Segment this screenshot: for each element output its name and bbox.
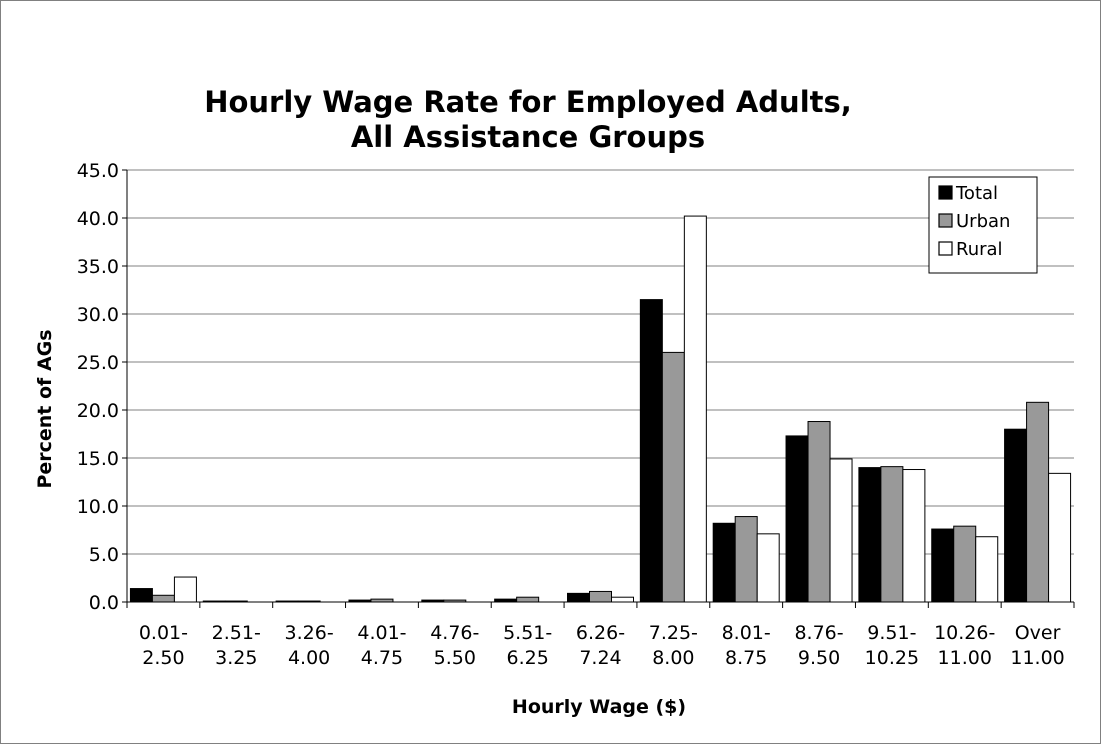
x-tick-label: 6.26- — [576, 622, 625, 644]
y-tick-label: 35.0 — [77, 256, 119, 278]
legend-label-urban: Urban — [956, 211, 1010, 232]
bar-urban — [880, 466, 904, 603]
bar-rural — [683, 215, 707, 603]
legend-label-total: Total — [955, 183, 998, 204]
chart-title: Hourly Wage Rate for Employed Adults,All… — [204, 85, 852, 154]
x-tick-label: 10.26- — [934, 622, 995, 644]
x-tick-label: 5.50 — [434, 647, 476, 669]
legend: Total Urban Rural — [928, 176, 1038, 274]
bar-urban — [1026, 401, 1050, 603]
x-tick-label: 5.51- — [503, 622, 552, 644]
bar-total — [639, 299, 663, 603]
bar-urban — [151, 594, 175, 603]
x-tick-label: 8.01- — [722, 622, 771, 644]
y-tick-label: 0.0 — [89, 592, 119, 614]
bar-total — [712, 522, 736, 603]
bar-urban — [661, 351, 685, 603]
y-tick-label: 45.0 — [77, 160, 119, 182]
x-tick-label: 3.26- — [285, 622, 334, 644]
bar-total — [567, 592, 590, 603]
bar-rural — [611, 596, 634, 603]
bar-total — [129, 588, 153, 603]
x-tick-label: 3.25 — [215, 647, 257, 669]
bar-urban — [953, 525, 977, 603]
bar-total — [1004, 428, 1028, 603]
y-tick-label: 20.0 — [77, 400, 119, 422]
x-tick-label: 2.50 — [142, 647, 184, 669]
bar-urban — [516, 596, 540, 603]
bars — [129, 215, 1072, 603]
x-tick-labels: 0.01- 2.50 2.51- 3.25 3.26- 4.00 4.01- 4.75 4.76… — [139, 622, 1065, 669]
x-tick-label: 11.00 — [938, 647, 992, 669]
x-axis-label: Hourly Wage ($) — [512, 696, 686, 718]
x-tick-label: 10.25 — [865, 647, 919, 669]
bar-urban — [807, 421, 831, 603]
legend-swatch-total — [938, 185, 953, 200]
x-tick-label: 8.00 — [652, 647, 694, 669]
x-tick-label: 0.01- — [139, 622, 188, 644]
bar-total — [858, 467, 882, 603]
y-tick-label: 25.0 — [77, 352, 119, 374]
bar-rural — [829, 458, 853, 603]
axes — [122, 169, 1075, 608]
chart-title-line-2: All Assistance Groups — [351, 120, 705, 154]
bar-total — [785, 435, 809, 603]
x-tick-label: 4.75 — [361, 647, 403, 669]
bar-total — [931, 528, 955, 603]
bar-urban — [589, 590, 612, 603]
x-tick-label: Over — [1015, 622, 1061, 644]
x-tick-label: 2.51- — [212, 622, 261, 644]
x-tick-label: 7.25- — [649, 622, 698, 644]
x-tick-label: 4.76- — [430, 622, 479, 644]
y-tick-label: 5.0 — [89, 544, 119, 566]
x-tick-label: 6.25 — [506, 647, 548, 669]
x-tick-label: 4.01- — [357, 622, 406, 644]
bar-rural — [902, 469, 926, 603]
bar-urban — [734, 516, 758, 603]
bar-rural — [975, 536, 999, 603]
chart-title-line-1: Hourly Wage Rate for Employed Adults, — [204, 85, 852, 119]
x-tick-label: 8.76- — [794, 622, 843, 644]
y-tick-labels: 0.0 5.0 10.0 15.0 20.0 25.0 30.0 35.0 40.0 45.0 — [77, 160, 119, 614]
y-tick-label: 10.0 — [77, 496, 119, 518]
legend-label-rural: Rural — [956, 239, 1003, 260]
x-tick-label: 4.00 — [288, 647, 330, 669]
y-tick-label: 15.0 — [77, 448, 119, 470]
legend-swatch-urban — [938, 213, 953, 228]
x-tick-label: 9.50 — [798, 647, 840, 669]
x-tick-label: 7.24 — [579, 647, 621, 669]
y-tick-label: 30.0 — [77, 304, 119, 326]
gridlines — [127, 169, 1074, 555]
bar-rural — [756, 533, 780, 603]
x-tick-label: 8.75 — [725, 647, 767, 669]
bar-rural — [1048, 472, 1072, 603]
x-tick-label: 9.51- — [867, 622, 916, 644]
y-axis-label: Percent of AGs — [34, 329, 56, 488]
y-tick-label: 40.0 — [77, 208, 119, 230]
x-tick-label: 11.00 — [1010, 647, 1064, 669]
legend-swatch-rural — [938, 241, 953, 256]
bar-rural — [173, 576, 197, 603]
